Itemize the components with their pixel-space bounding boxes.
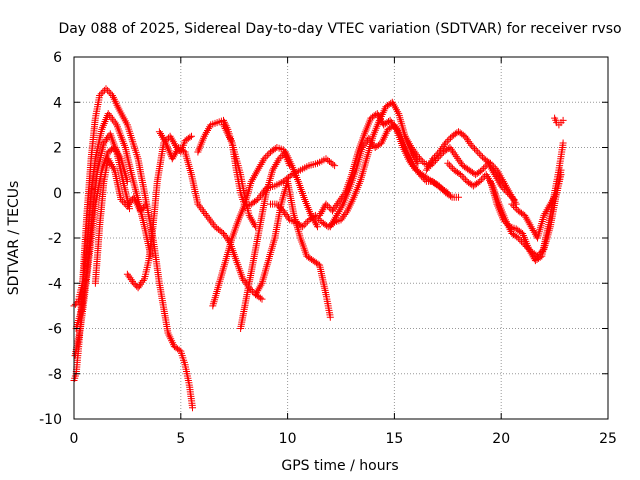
y-tick-label: 6: [53, 50, 62, 66]
series-track-15: [326, 121, 462, 231]
y-tick-label: 2: [53, 141, 62, 157]
series-track-20: [508, 171, 565, 242]
y-tick-label: -4: [48, 276, 62, 292]
data-point-markers: [237, 148, 321, 332]
series-track-5: [91, 155, 151, 287]
x-tick-label: 5: [176, 431, 185, 447]
series-track-10: [209, 144, 294, 310]
series-track-21: [551, 114, 567, 129]
series-track-17: [422, 128, 520, 208]
series-track-9: [220, 121, 339, 210]
series-track-7: [155, 128, 266, 303]
y-tick-label: -10: [39, 412, 62, 428]
series-track-11: [237, 148, 321, 332]
data-layer: [70, 85, 567, 412]
y-axis-label: SDTVAR / TECUs: [6, 181, 22, 296]
y-tick-label: -8: [48, 367, 62, 383]
data-point-markers: [220, 121, 339, 210]
y-tick-label: 0: [53, 186, 62, 202]
x-tick-label: 10: [279, 431, 297, 447]
y-tick-label: 4: [53, 95, 62, 111]
data-point-markers: [551, 114, 567, 129]
x-tick-label: 0: [70, 431, 79, 447]
axis-ticks: 0 5 10 15 20 25 -10 -8 -6 -4 -2 0 2 4 6: [39, 50, 617, 447]
chart-title: Day 088 of 2025, Sidereal Day-to-day VTE…: [58, 21, 621, 37]
data-point-markers: [326, 121, 462, 231]
x-tick-label: 25: [599, 431, 617, 447]
data-point-markers: [209, 144, 294, 310]
data-point-markers: [422, 128, 520, 208]
data-point-markers: [508, 171, 565, 242]
x-tick-label: 15: [385, 431, 403, 447]
x-tick-label: 20: [492, 431, 510, 447]
x-axis-label: GPS time / hours: [281, 458, 398, 474]
data-point-markers: [155, 128, 266, 303]
y-tick-label: -6: [48, 322, 62, 338]
y-tick-label: -2: [48, 231, 62, 247]
data-point-markers: [91, 155, 151, 287]
